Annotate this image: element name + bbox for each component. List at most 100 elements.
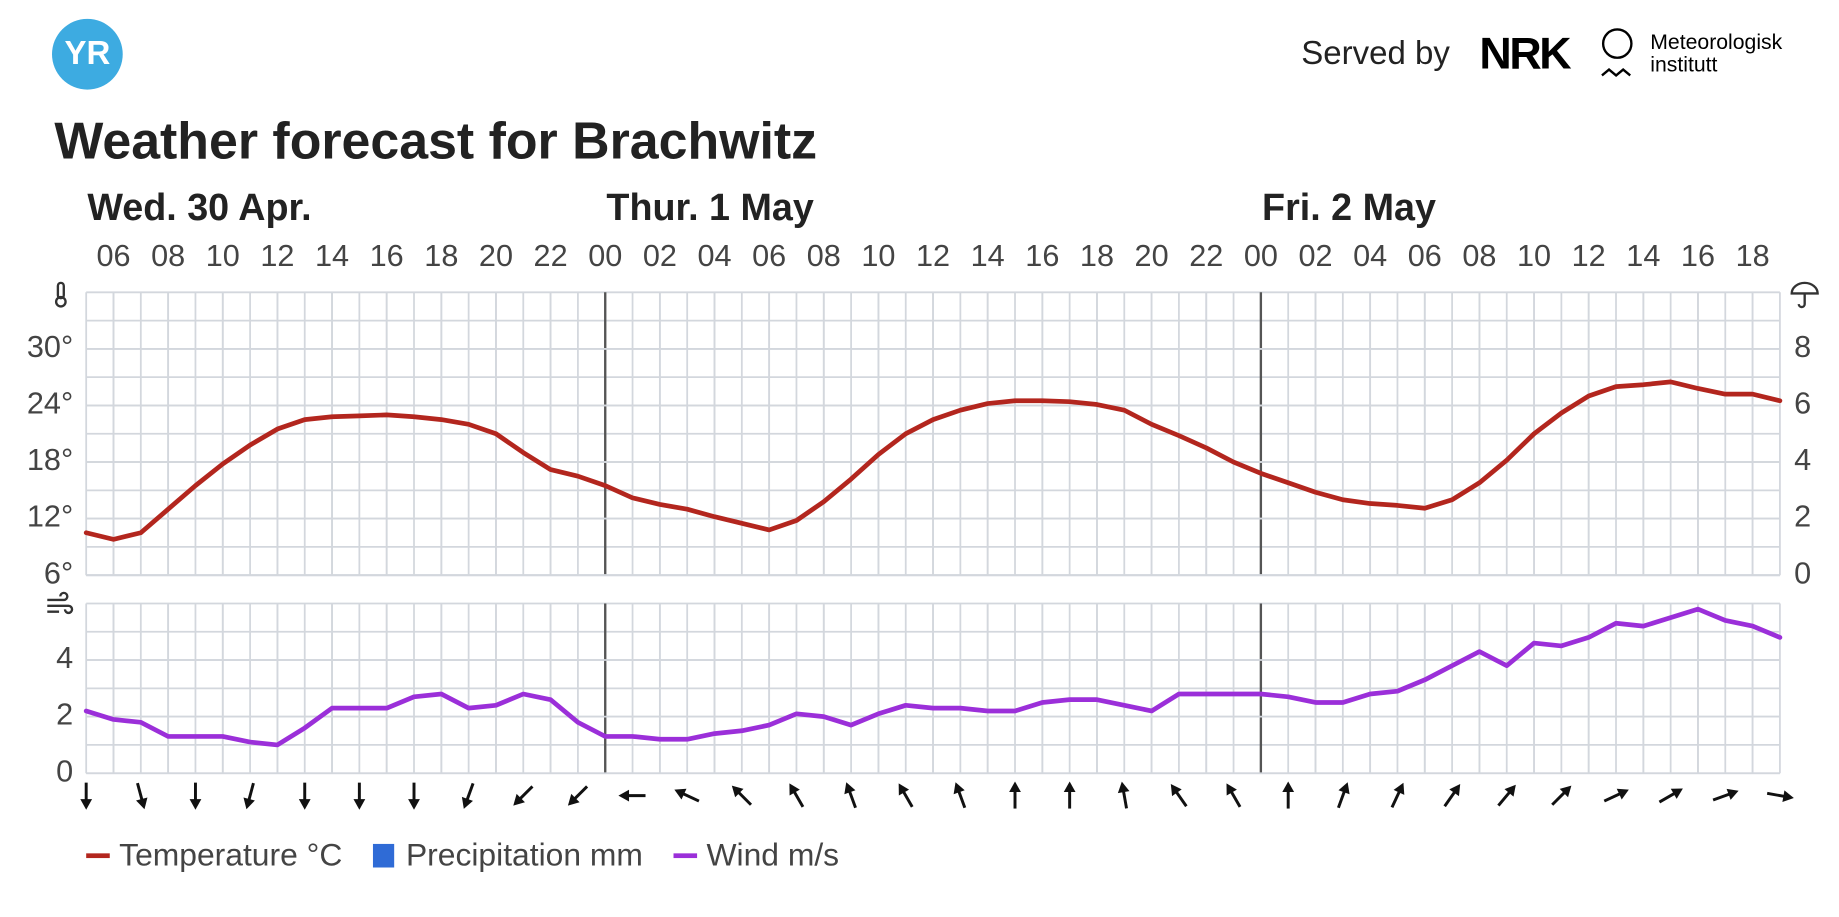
y-tick-label: 12°: [27, 500, 73, 534]
wind-arrow: [1117, 781, 1130, 809]
day-label: Fri. 2 May: [1262, 186, 1436, 228]
umbrella-icon: [1790, 281, 1819, 309]
met-name[interactable]: Meteorologisk: [1650, 31, 1782, 54]
legend-label: Wind m/s: [707, 836, 840, 872]
day-label: Wed. 30 Apr.: [87, 186, 311, 228]
x-tick-label: 18: [1736, 239, 1770, 273]
x-tick-label: 22: [1189, 239, 1223, 273]
wind-arrow: [1390, 782, 1405, 808]
wind-arrow: [1658, 788, 1683, 804]
wind-arrow-head: [298, 799, 311, 810]
wind-arrow: [898, 783, 914, 808]
wind-arrow: [1170, 784, 1188, 808]
series-line: [83, 606, 1783, 748]
wind-arrow-head: [1338, 782, 1350, 795]
wind-arrow-head: [844, 782, 856, 795]
y-tick-label: 2: [56, 698, 73, 732]
x-tick-label: 06: [96, 239, 130, 273]
series-line: [83, 379, 1783, 542]
wind-arrow: [243, 782, 255, 810]
wind-arrow: [80, 782, 93, 810]
x-tick-label: 04: [697, 239, 731, 273]
yr-logo[interactable]: [52, 18, 123, 90]
wind-arrow-head: [1726, 788, 1739, 800]
wind-arrow-head: [1449, 784, 1461, 797]
wind-arrow: [789, 783, 805, 808]
wind-arrow-head: [567, 793, 580, 806]
day-label: Thur. 1 May: [606, 186, 813, 228]
x-tick-label: 10: [861, 239, 895, 273]
nrk-logo[interactable]: NRK: [1479, 28, 1573, 78]
met-logo-circle[interactable]: [1601, 28, 1633, 59]
wind-arrow: [1766, 790, 1794, 803]
x-tick-label: 10: [1517, 239, 1551, 273]
x-tick-label: 08: [151, 239, 185, 273]
wind-arrow-head: [80, 799, 93, 810]
wind-arrow: [618, 789, 646, 802]
x-tick-label: 18: [1080, 239, 1114, 273]
wind-arrow-head: [1009, 781, 1021, 793]
wind-arrow: [1443, 784, 1461, 808]
legend-swatch: [673, 853, 698, 859]
wind-arrow: [1282, 781, 1295, 809]
x-tick-label: 02: [1298, 239, 1332, 273]
wind-arrow: [953, 782, 967, 809]
wind-arrow: [567, 785, 589, 806]
x-tick-label: 00: [1244, 239, 1278, 273]
x-tick-label: 06: [1408, 239, 1442, 273]
wind-arrow: [1603, 788, 1629, 803]
x-tick-label: 12: [260, 239, 294, 273]
y-tick-label: 6: [1794, 387, 1811, 421]
wind-arrow: [136, 782, 148, 810]
wind-arrow: [1712, 788, 1739, 802]
x-tick-label: 06: [752, 239, 786, 273]
x-tick-label: 14: [1626, 239, 1660, 273]
legend-swatch: [86, 853, 110, 859]
wind-arrow: [189, 782, 202, 810]
yr-logo-text[interactable]: YR: [64, 34, 110, 71]
x-tick-label: 10: [206, 239, 240, 273]
wind-arrow-head: [136, 797, 148, 810]
y-tick-label: 2: [1794, 500, 1811, 534]
x-tick-label: 12: [916, 239, 950, 273]
wind-arrow-head: [1559, 785, 1572, 798]
legend-label: Temperature °C: [119, 836, 342, 872]
wind-arrow: [1063, 781, 1076, 809]
met-name[interactable]: institutt: [1650, 54, 1717, 77]
y-tick-label: 24°: [27, 387, 73, 421]
wind-arrow-head: [731, 785, 744, 798]
y-tick-label: 8: [1794, 330, 1811, 364]
x-tick-label: 16: [370, 239, 404, 273]
wind-arrow-head: [618, 789, 630, 802]
wind-icon: [47, 591, 74, 615]
wind-arrow: [1337, 782, 1350, 809]
x-tick-label: 18: [424, 239, 458, 273]
wind-arrow-head: [353, 799, 366, 810]
wind-arrow-head: [953, 782, 965, 795]
x-tick-label: 12: [1572, 239, 1606, 273]
chart-title: Weather forecast for Brachwitz: [54, 112, 817, 170]
wind-arrow: [513, 785, 534, 806]
met-logo-wave[interactable]: [1601, 68, 1631, 77]
x-tick-label: 14: [315, 239, 349, 273]
x-tick-label: 20: [1135, 239, 1169, 273]
x-tick-label: 16: [1681, 239, 1715, 273]
wind-arrow: [353, 782, 366, 810]
wind-arrow-head: [243, 797, 255, 810]
y-tick-label: 30°: [27, 330, 73, 364]
wind-arrow: [731, 785, 753, 806]
x-tick-label: 02: [643, 239, 677, 273]
wind-arrow-head: [1170, 784, 1182, 797]
wind-arrow-head: [898, 783, 910, 796]
wind-arrow-head: [789, 783, 800, 796]
y-tick-label: 18°: [27, 443, 73, 477]
wind-arrow: [461, 782, 475, 809]
y-tick-label: 0: [1794, 556, 1811, 590]
y-tick-label: 6°: [44, 556, 73, 590]
wind-arrow-head: [1282, 781, 1295, 793]
x-tick-label: 14: [971, 239, 1005, 273]
wind-arrow: [1009, 781, 1021, 809]
wind-arrow-head: [1117, 781, 1130, 794]
